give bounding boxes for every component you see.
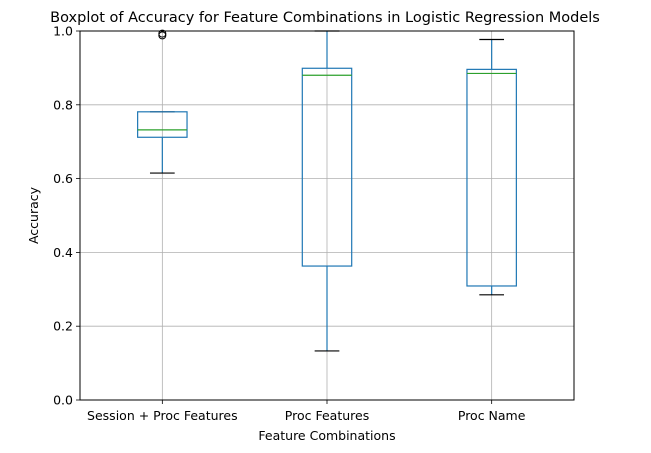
box-iqr [137, 111, 188, 138]
outlier-point [158, 29, 167, 38]
box-iqr [301, 67, 353, 267]
x-tick-label: Proc Name [458, 408, 526, 423]
y-tick-label: 0.8 [53, 97, 73, 112]
box-layer [137, 29, 517, 352]
y-tick-label: 0.2 [53, 319, 73, 334]
y-tick-label: 0.0 [53, 393, 73, 408]
y-axis-label: Accuracy [26, 186, 41, 244]
x-tick-label: Proc Features [285, 408, 369, 423]
x-tick-label: Session + Proc Features [87, 408, 238, 423]
box-group [137, 29, 188, 174]
box-group [466, 38, 517, 296]
axis-layer: 0.0 0.2 0.4 0.6 0.8 1.0 Session + Proc Feature… [53, 24, 526, 424]
y-tick-label: 0.6 [53, 171, 73, 186]
chart-title: Boxplot of Accuracy for Feature Combinat… [50, 10, 600, 26]
box-iqr [466, 68, 517, 287]
y-tick-label: 1.0 [53, 24, 73, 39]
x-axis-label: Feature Combinations [258, 428, 395, 443]
y-tick-label: 0.4 [53, 245, 73, 260]
